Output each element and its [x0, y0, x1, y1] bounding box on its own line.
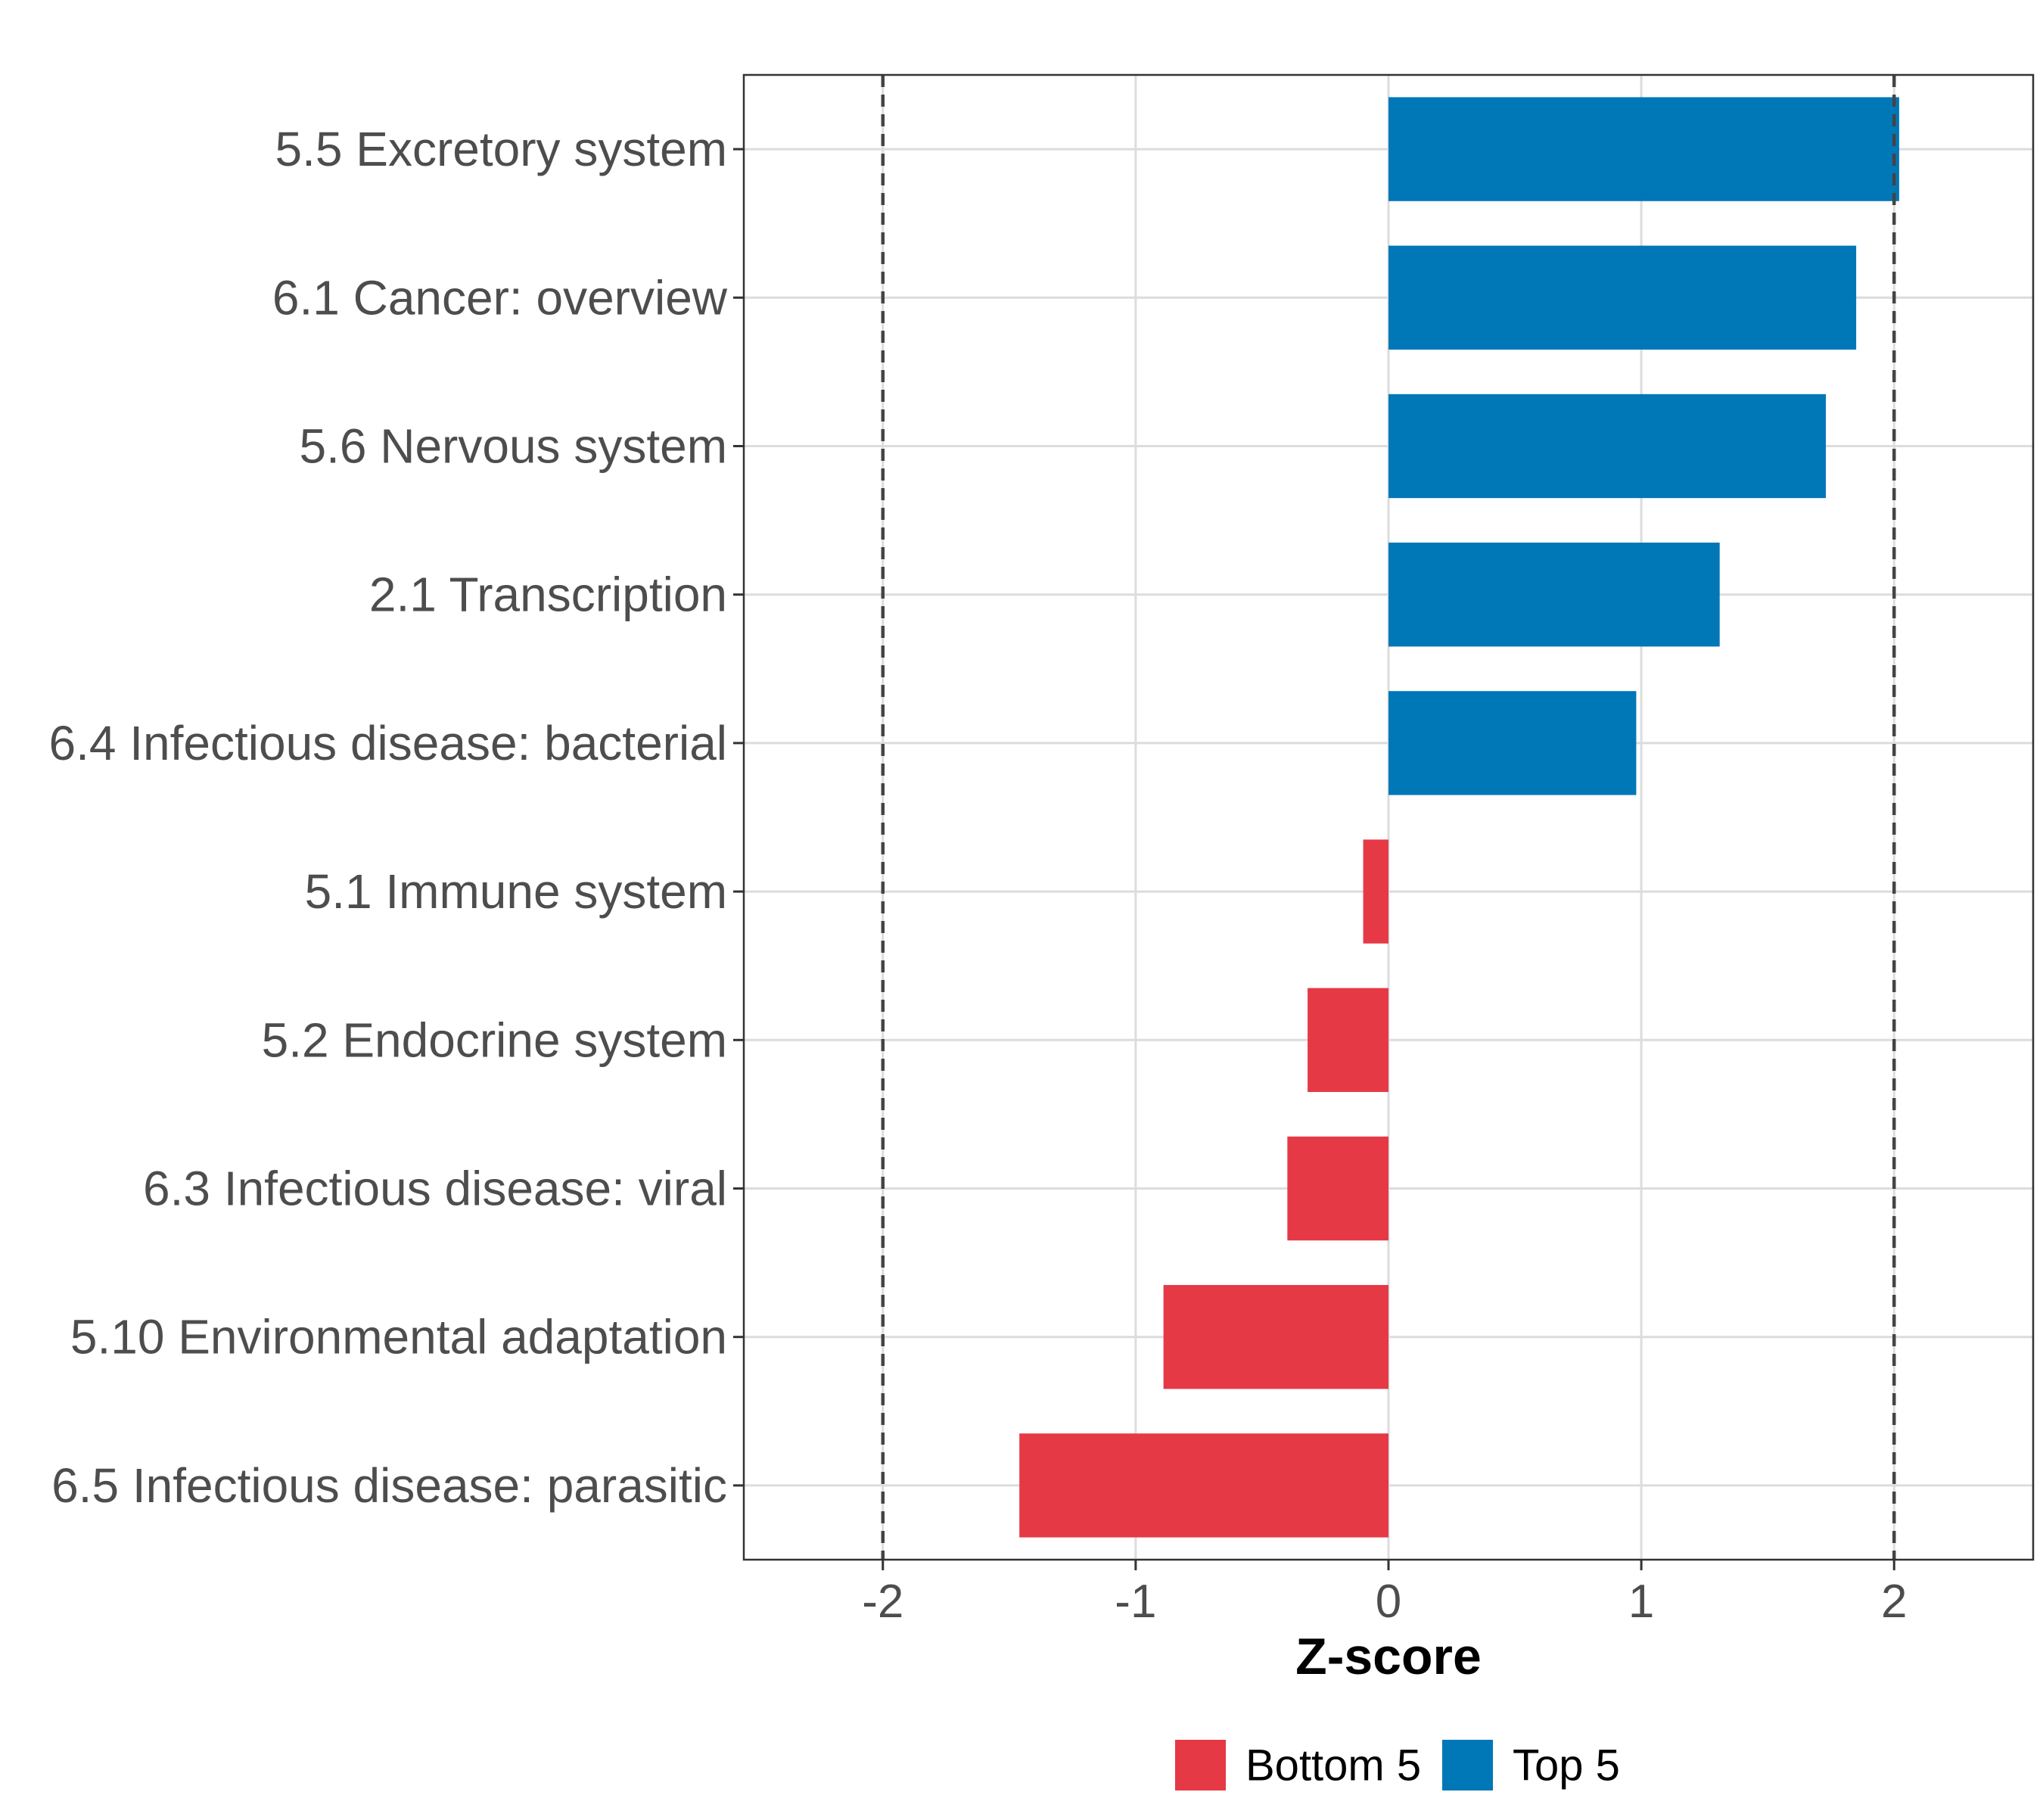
category-label: 5.5 Excretory system — [275, 122, 728, 176]
legend: Bottom 5 Top 5 — [1175, 1740, 1620, 1790]
x-tick-label: -1 — [1115, 1576, 1156, 1628]
category-label: 5.6 Nervous system — [299, 419, 727, 474]
y-axis: 5.5 Excretory system 6.1 Cancer: overview… — [48, 122, 744, 1513]
bar — [1163, 1285, 1388, 1389]
legend-label: Top 5 — [1513, 1741, 1620, 1790]
category-label: 5.10 Environmental adaptation — [70, 1310, 727, 1364]
reference-lines — [881, 75, 1896, 1560]
category-label: 5.2 Endocrine system — [262, 1013, 727, 1067]
bar — [1388, 245, 1857, 350]
legend-label: Bottom 5 — [1245, 1741, 1421, 1790]
bar — [1287, 1136, 1388, 1241]
category-label: 6.1 Cancer: overview — [272, 270, 728, 325]
bar — [1019, 1433, 1388, 1538]
x-tick-label: 1 — [1628, 1576, 1654, 1628]
bar — [1308, 988, 1388, 1092]
category-label: 6.5 Infectious disease: parasitic — [51, 1458, 727, 1513]
legend-swatch — [1175, 1740, 1226, 1790]
x-tick-label: 0 — [1376, 1576, 1401, 1628]
bar — [1363, 839, 1388, 944]
legend-swatch — [1442, 1740, 1493, 1790]
bar — [1388, 543, 1720, 647]
x-axis: -2 -1 0 1 2 — [862, 1560, 1907, 1628]
x-tick-label: -2 — [862, 1576, 903, 1628]
category-label: 5.1 Immune system — [305, 864, 727, 919]
bar — [1388, 691, 1637, 795]
x-tick-label: 2 — [1881, 1576, 1907, 1628]
bars — [1019, 97, 1899, 1538]
bar — [1388, 97, 1899, 201]
category-label: 6.3 Infectious disease: viral — [143, 1162, 727, 1216]
category-label: 2.1 Transcription — [369, 568, 727, 622]
bar — [1388, 394, 1827, 499]
x-axis-title: Z-score — [1295, 1628, 1482, 1685]
category-label: 6.4 Infectious disease: bacterial — [48, 716, 727, 770]
